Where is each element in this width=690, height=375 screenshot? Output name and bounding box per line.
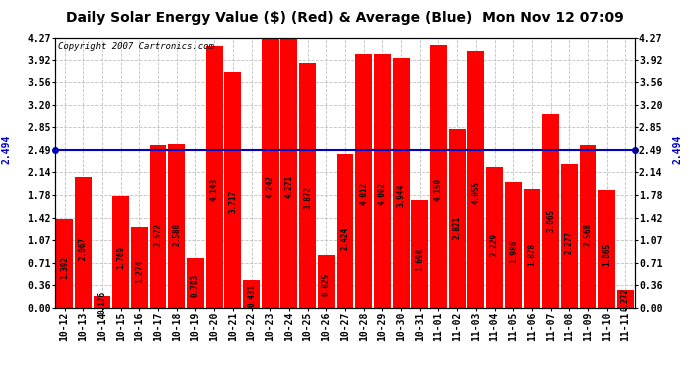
Text: 1.865: 1.865: [602, 243, 611, 266]
Text: Copyright 2007 Cartronics.com: Copyright 2007 Cartronics.com: [58, 42, 214, 51]
Text: 1.274: 1.274: [135, 260, 144, 283]
Text: 2.494: 2.494: [673, 135, 682, 165]
Text: 0.431: 0.431: [247, 284, 256, 307]
Text: 2.494: 2.494: [2, 135, 12, 165]
Bar: [168, 144, 185, 308]
Bar: [112, 196, 129, 308]
Bar: [56, 219, 73, 308]
Bar: [448, 129, 466, 308]
Text: 4.271: 4.271: [284, 174, 293, 198]
Text: 3.717: 3.717: [228, 190, 237, 213]
Bar: [94, 296, 110, 307]
Text: 2.229: 2.229: [490, 232, 499, 256]
Text: 4.002: 4.002: [378, 182, 387, 205]
Text: 2.572: 2.572: [154, 223, 163, 246]
Bar: [393, 58, 409, 308]
Text: 1.986: 1.986: [509, 239, 518, 262]
Text: 4.242: 4.242: [266, 175, 275, 198]
Text: 2.067: 2.067: [79, 237, 88, 260]
Bar: [411, 200, 428, 308]
Bar: [75, 177, 92, 308]
Text: Daily Solar Energy Value ($) (Red) & Average (Blue)  Mon Nov 12 07:09: Daily Solar Energy Value ($) (Red) & Ave…: [66, 11, 624, 25]
Text: 0.783: 0.783: [191, 274, 200, 297]
Bar: [505, 182, 522, 308]
Bar: [337, 154, 353, 308]
Text: 4.012: 4.012: [359, 182, 368, 205]
Bar: [561, 164, 578, 308]
Text: 3.065: 3.065: [546, 209, 555, 232]
Bar: [617, 290, 634, 308]
Text: 0.825: 0.825: [322, 273, 331, 296]
Text: 2.424: 2.424: [340, 227, 350, 250]
Bar: [374, 54, 391, 307]
Bar: [243, 280, 260, 308]
Text: 0.176: 0.176: [97, 291, 106, 314]
Bar: [187, 258, 204, 308]
Bar: [430, 45, 447, 308]
Text: 2.580: 2.580: [172, 222, 181, 246]
Text: 2.821: 2.821: [453, 216, 462, 239]
Text: 2.277: 2.277: [565, 231, 574, 254]
Bar: [542, 114, 559, 308]
Bar: [299, 63, 316, 308]
Bar: [150, 145, 166, 308]
Bar: [355, 54, 372, 307]
Text: 1.698: 1.698: [415, 248, 424, 271]
Text: 1.392: 1.392: [60, 256, 69, 279]
Bar: [131, 227, 148, 308]
Bar: [224, 72, 241, 308]
Text: 0.272: 0.272: [621, 288, 630, 311]
Text: 1.878: 1.878: [527, 243, 536, 266]
Bar: [281, 38, 297, 308]
Bar: [580, 145, 596, 308]
Bar: [524, 189, 540, 308]
Bar: [486, 166, 503, 308]
Bar: [262, 39, 279, 308]
Text: 3.872: 3.872: [303, 186, 312, 209]
Text: 3.944: 3.944: [397, 184, 406, 207]
Text: 1.769: 1.769: [116, 246, 125, 269]
Bar: [206, 45, 223, 308]
Text: 4.055: 4.055: [471, 180, 480, 204]
Bar: [467, 51, 484, 308]
Bar: [598, 190, 615, 308]
Bar: [318, 255, 335, 308]
Text: 2.568: 2.568: [584, 223, 593, 246]
Text: 4.143: 4.143: [210, 178, 219, 201]
Text: 4.150: 4.150: [434, 178, 443, 201]
